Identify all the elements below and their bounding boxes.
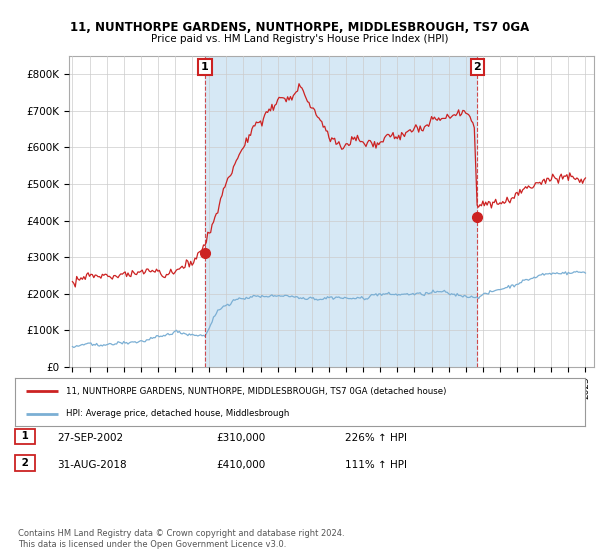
Text: £410,000: £410,000 bbox=[216, 460, 265, 470]
Text: 27-SEP-2002: 27-SEP-2002 bbox=[57, 433, 123, 443]
Text: Contains HM Land Registry data © Crown copyright and database right 2024.
This d: Contains HM Land Registry data © Crown c… bbox=[18, 529, 344, 549]
Text: 2: 2 bbox=[473, 62, 481, 72]
Text: 1: 1 bbox=[201, 62, 209, 72]
Text: 111% ↑ HPI: 111% ↑ HPI bbox=[345, 460, 407, 470]
Text: £310,000: £310,000 bbox=[216, 433, 265, 443]
Text: 226% ↑ HPI: 226% ↑ HPI bbox=[345, 433, 407, 443]
Text: 11, NUNTHORPE GARDENS, NUNTHORPE, MIDDLESBROUGH, TS7 0GA (detached house): 11, NUNTHORPE GARDENS, NUNTHORPE, MIDDLE… bbox=[66, 387, 446, 396]
Bar bbox=[205, 56, 477, 367]
Text: 1: 1 bbox=[18, 431, 32, 441]
Text: 2: 2 bbox=[18, 458, 32, 468]
Text: 31-AUG-2018: 31-AUG-2018 bbox=[57, 460, 127, 470]
Text: 11, NUNTHORPE GARDENS, NUNTHORPE, MIDDLESBROUGH, TS7 0GA: 11, NUNTHORPE GARDENS, NUNTHORPE, MIDDLE… bbox=[70, 21, 530, 34]
Text: HPI: Average price, detached house, Middlesbrough: HPI: Average price, detached house, Midd… bbox=[66, 409, 290, 418]
Text: Price paid vs. HM Land Registry's House Price Index (HPI): Price paid vs. HM Land Registry's House … bbox=[151, 34, 449, 44]
